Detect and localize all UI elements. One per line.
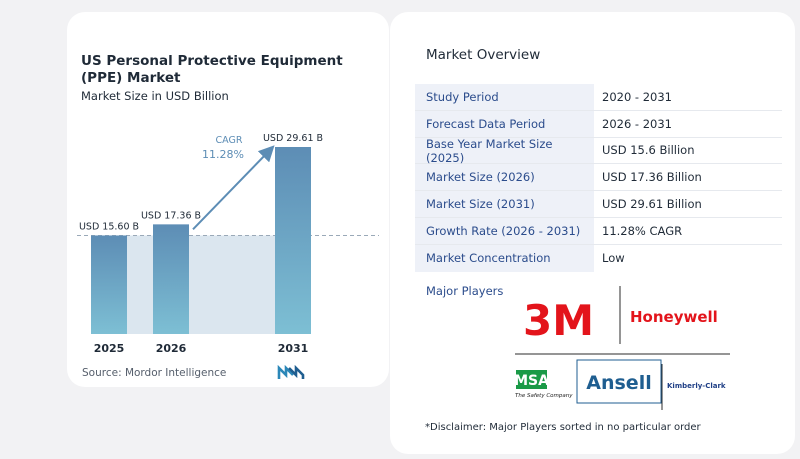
- logo-3m-icon: 3M: [523, 296, 594, 345]
- x-tick-2031: 2031: [278, 342, 309, 355]
- bar-2025: [91, 235, 127, 334]
- chart-source: Source: Mordor Intelligence: [82, 367, 227, 379]
- bar-chart: USD 15.60 B 2025 USD 17.36 B 2026 USD 29.61 …: [77, 133, 379, 355]
- data-label-2031: USD 29.61 B: [263, 133, 323, 144]
- logo-ansell-icon: Ansell: [576, 359, 662, 404]
- overview-row: Market Size (2026) USD 17.36 Billion: [415, 164, 782, 192]
- x-tick-2025: 2025: [94, 342, 125, 355]
- row-value: 2026 - 2031: [602, 116, 672, 131]
- row-value: USD 15.6 Billion: [602, 143, 695, 158]
- row-label: Study Period: [415, 84, 594, 110]
- overview-row: Growth Rate (2026 - 2031) 11.28% CAGR: [415, 217, 782, 245]
- row-value: 11.28% CAGR: [602, 223, 683, 238]
- row-value: Low: [602, 251, 625, 266]
- mordor-logo-icon: [277, 365, 305, 379]
- overview-table: Study Period 2020 - 2031 Forecast Data Pe…: [415, 84, 782, 272]
- overview-row: Base Year Market Size (2025) USD 15.6 Bil…: [415, 137, 782, 165]
- cagr-value: 11.28%: [202, 148, 244, 161]
- row-label: Forecast Data Period: [415, 110, 594, 137]
- row-value: 2020 - 2031: [602, 89, 672, 104]
- cagr-arrow: [192, 145, 275, 231]
- logo-honeywell: Honeywell: [630, 308, 718, 326]
- x-tick-2026: 2026: [156, 342, 187, 355]
- cagr-label: CAGR: [216, 135, 243, 146]
- row-label: Market Size (2026): [415, 164, 594, 191]
- bar-2031: [275, 147, 311, 334]
- overview-row: Forecast Data Period 2026 - 2031: [415, 110, 782, 138]
- disclaimer: *Disclaimer: Major Players sorted in no …: [425, 422, 701, 433]
- player-logos: 3M Honeywell MSA The Safety Company Anse…: [514, 286, 730, 410]
- logo-3m: 3M: [523, 296, 594, 345]
- row-value: USD 29.61 Billion: [602, 197, 702, 212]
- logo-honeywell-icon: Honeywell: [630, 308, 718, 326]
- data-label-2026: USD 17.36 B: [141, 210, 201, 221]
- chart-card: US Personal Protective Equipment (PPE) M…: [67, 12, 389, 387]
- row-label: Growth Rate (2026 - 2031): [415, 217, 594, 244]
- row-value: USD 17.36 Billion: [602, 170, 702, 185]
- logo-kimberly-clark: Kimberly-Clark: [667, 382, 726, 390]
- chart-title: US Personal Protective Equipment (PPE) M…: [81, 53, 343, 86]
- major-players-label: Major Players: [426, 284, 504, 298]
- logo-msa: MSA: [514, 373, 549, 389]
- row-label: Market Size (2031): [415, 191, 594, 217]
- logo-kimberly-clark-icon: Kimberly-Clark: [667, 382, 726, 390]
- overview-row: Study Period 2020 - 2031: [415, 84, 782, 111]
- overview-row: Market Concentration Low: [415, 244, 782, 272]
- overview-title: Market Overview: [426, 47, 541, 63]
- overview-card: Market Overview Study Period 2020 - 2031 …: [390, 12, 795, 454]
- row-label: Base Year Market Size (2025): [415, 137, 594, 165]
- logo-msa-icon: MSA The Safety Company: [514, 370, 573, 399]
- overview-row: Market Size (2031) USD 29.61 Billion: [415, 191, 782, 218]
- logo-msa-tagline: The Safety Company: [515, 393, 573, 399]
- bar-2026: [153, 224, 189, 334]
- data-label-2025: USD 15.60 B: [79, 221, 139, 232]
- chart-subtitle: Market Size in USD Billion: [81, 89, 229, 103]
- logo-ansell: Ansell: [586, 372, 651, 394]
- row-label: Market Concentration: [415, 244, 594, 272]
